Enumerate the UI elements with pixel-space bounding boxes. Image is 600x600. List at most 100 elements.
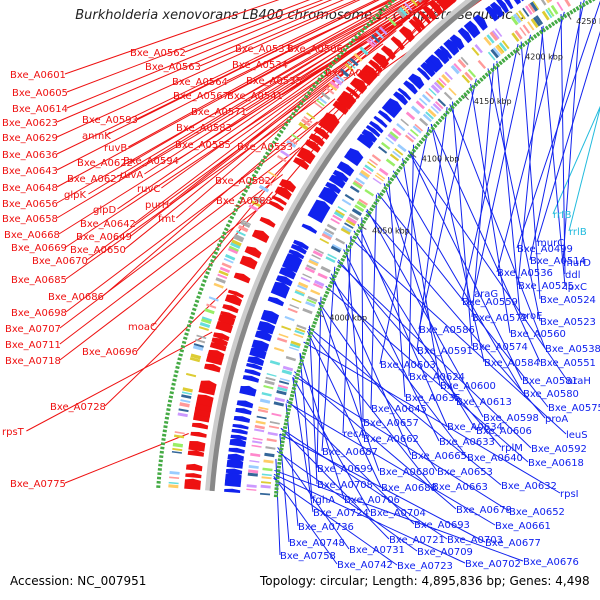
label-leader-line [280, 427, 390, 540]
inner-dot [442, 112, 448, 118]
cog-feature [313, 101, 323, 110]
outer-dot [161, 437, 166, 441]
cog-feature [185, 372, 197, 378]
inner-dot [512, 49, 517, 54]
cog-feature [274, 397, 286, 403]
label-leader-line [330, 273, 412, 456]
gene-label-forward: Bxe_A0588 [216, 196, 272, 207]
outer-dot [243, 188, 249, 193]
label-leader-line [285, 403, 299, 527]
cog-feature [404, 2, 413, 12]
forward-gene [356, 71, 373, 86]
inner-dot [326, 287, 331, 292]
cog-feature [291, 133, 301, 141]
cog-feature [172, 447, 183, 452]
tick-label: 4000 kbp [329, 313, 367, 322]
gene-label-reverse: Bxe_A0687 [322, 447, 378, 458]
cog-feature [189, 357, 201, 363]
inner-dot [323, 294, 329, 298]
inner-dot [357, 225, 363, 231]
cog-feature [278, 333, 289, 339]
outer-dot [319, 73, 325, 79]
forward-gene [451, 0, 457, 3]
cog-feature [259, 492, 271, 496]
cog-feature [233, 235, 244, 243]
cog-feature [204, 308, 215, 315]
gene-label-forward: Bxe_A0571 [191, 107, 247, 118]
inner-dot [367, 210, 372, 215]
summary-text: Topology: circular; Length: 4,895,836 bp… [260, 574, 590, 588]
cog-feature [498, 42, 508, 52]
outer-dot [362, 25, 368, 31]
cog-feature [353, 180, 364, 188]
gene-label-reverse: Bxe_A0736 [298, 522, 354, 533]
gene-label-reverse: proA [545, 414, 568, 425]
cog-feature [371, 154, 382, 162]
gene-label-reverse: Bxe_A0731 [349, 545, 405, 556]
outer-dot [177, 357, 182, 361]
outer-dot [160, 446, 165, 450]
cog-feature [396, 123, 406, 132]
label-leader-line [292, 377, 314, 513]
forward-gene [363, 64, 379, 79]
cog-feature [540, 0, 547, 6]
inner-dot [479, 77, 484, 82]
label-leader-line [337, 259, 502, 448]
gene-label-forward: Bxe_A0707 [5, 324, 61, 335]
inner-dot [321, 297, 327, 302]
cog-feature [527, 21, 535, 31]
inner-dot [309, 327, 315, 332]
inner-dot [307, 334, 313, 339]
reverse-gene [485, 5, 499, 22]
outer-dot [303, 94, 309, 99]
forward-gene [207, 349, 225, 360]
cog-feature [250, 200, 261, 208]
inner-dot [329, 280, 334, 285]
gene-label-reverse: murD [563, 258, 591, 269]
cog-feature [240, 221, 251, 229]
label-leader-line [517, 25, 544, 286]
cog-feature [303, 115, 313, 124]
gene-label-reverse: Bxe_A0624 [409, 372, 465, 383]
cog-feature [310, 289, 321, 296]
outer-dot [225, 223, 231, 228]
cog-feature [267, 170, 278, 178]
outer-dot [351, 38, 356, 43]
inner-dot [575, 6, 580, 11]
cog-feature [389, 131, 399, 140]
forward-gene [322, 112, 340, 129]
cog-feature [248, 465, 259, 469]
gene-label-forward: Bxe_A0648 [2, 183, 58, 194]
cog-feature [262, 178, 273, 186]
cog-feature [378, 146, 388, 154]
inner-dot [379, 192, 384, 197]
label-leader-line [274, 469, 524, 562]
cog-feature [501, 40, 510, 50]
label-leader-line [342, 235, 352, 434]
cog-feature [321, 232, 332, 241]
reverse-gene [278, 267, 297, 280]
gene-label-forward: Bxe_A0670 [32, 256, 88, 267]
reverse-gene [368, 120, 384, 134]
cog-feature [341, 198, 352, 206]
inner-dot [340, 257, 346, 262]
cog-feature [284, 315, 295, 322]
inner-dot [509, 51, 515, 57]
outer-dot [231, 211, 237, 216]
forward-gene [349, 77, 368, 94]
outer-dot [227, 219, 233, 224]
label-leader-line [64, 0, 280, 75]
gene-label-reverse: Bxe_A0678 [456, 505, 512, 516]
label-leader-line [245, 0, 428, 112]
inner-dot [588, 0, 593, 4]
reverse-gene [313, 199, 331, 214]
forward-gene [372, 52, 390, 69]
gene-label-forward: Bxe_A0585 [175, 140, 231, 151]
cog-feature [287, 307, 298, 314]
gene-label-forward: Bxe_A0649 [76, 232, 132, 243]
cog-feature [174, 431, 185, 435]
reverse-gene [328, 174, 346, 189]
cog-feature [309, 258, 319, 264]
label-leader-line [56, 0, 424, 219]
inner-dot [527, 38, 532, 43]
